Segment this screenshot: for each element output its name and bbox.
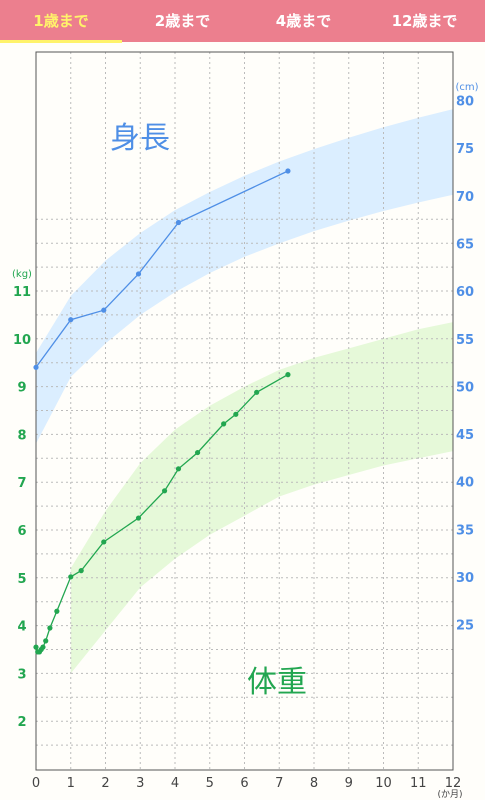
height-tick-label: 35 [456,523,474,538]
x-tick-label: 7 [275,776,283,791]
height-tick-label: 25 [456,619,474,634]
weight-data-point [254,389,260,395]
weight-tick-label: 4 [17,620,26,635]
height-data-point [135,271,142,277]
height-tick-label: 60 [456,285,474,300]
height-tick-label: 50 [456,380,474,395]
height-tick-label: 80 [456,95,474,110]
height-data-point [33,364,39,370]
x-tick-label: 6 [240,776,248,791]
weight-data-point [221,421,227,427]
weight-data-point [101,539,107,545]
height-series-line [35,170,289,368]
weight-percentile-band [70,322,453,674]
weight-data-point [43,638,49,644]
weight-tick-label: 9 [17,381,26,396]
tab-2-years[interactable]: 2歳まで [154,12,211,30]
height-label: 身長 [110,121,170,156]
height-tick-label: 55 [456,333,474,348]
weight-tick-label: 2 [17,715,26,730]
x-tick-label: 4 [171,776,179,791]
tab-bar: 1歳まで 2歳まで 4歳まで 12歳まで [0,0,485,43]
x-tick-label: 2 [101,776,109,791]
x-axis-label: (か月) [437,789,462,800]
weight-tick-label: 8 [17,428,26,443]
tab-1-year[interactable]: 1歳まで [33,12,89,30]
weight-data-point [33,644,39,650]
weight-tick-label: 3 [17,667,26,682]
weight-data-point [47,625,53,631]
weight-tick-label: 11 [13,285,31,300]
x-tick-label: 11 [410,776,427,791]
height-data-point [175,219,182,226]
weight-data-point [233,411,239,417]
height-tick-label: 70 [456,190,474,205]
weight-data-point [285,372,291,378]
tab-active-indicator [0,40,122,43]
height-axis-unit: (cm) [455,82,478,93]
weight-tick-label: 10 [13,333,31,348]
weight-data-point [68,574,74,580]
x-tick-label: 10 [375,776,392,791]
x-tick-label: 9 [345,776,353,791]
weight-data-point [54,608,60,614]
weight-tick-label: 5 [17,572,26,587]
height-data-point [101,307,107,313]
height-data-point [285,168,291,174]
weight-axis-unit: (kg) [12,269,32,280]
weight-label: 体重 [247,665,307,700]
height-tick-label: 40 [456,476,474,491]
plot-frame [35,51,454,771]
x-tick-label: 12 [445,776,462,791]
chart-grid [35,51,454,771]
height-tick-label: 75 [456,142,474,157]
weight-tick-label: 6 [17,524,26,539]
percentile-bands [36,109,459,674]
growth-chart: 0 1 2 3 4 5 6 7 8 9 10 11 12(か月)234567891011(kg)2530… [12,51,479,800]
x-tick-label: 5 [206,776,214,791]
x-tick-label: 3 [136,776,144,791]
weight-data-point [40,644,46,650]
weight-data-point [78,568,84,574]
weight-data-point [194,449,201,456]
height-data-point [68,317,74,323]
x-tick-label: 1 [67,776,75,791]
weight-data-point [175,466,182,472]
height-tick-label: 45 [456,428,474,443]
weight-tick-label: 7 [17,476,26,491]
height-tick-label: 30 [456,571,474,586]
tab-4-years[interactable]: 4歳まで [275,12,332,30]
x-tick-label: 8 [310,776,318,791]
height-axis-strip [453,109,459,634]
weight-data-point [135,515,142,521]
tab-12-years[interactable]: 12歳まで [391,12,458,30]
chart-labels: 0 1 2 3 4 5 6 7 8 9 10 11 12(か月)234567891011(kg)2530… [12,82,479,800]
chart-series [33,168,291,655]
x-tick-label: 0 [32,776,40,791]
height-tick-label: 65 [456,237,474,252]
weight-data-point [161,488,168,494]
